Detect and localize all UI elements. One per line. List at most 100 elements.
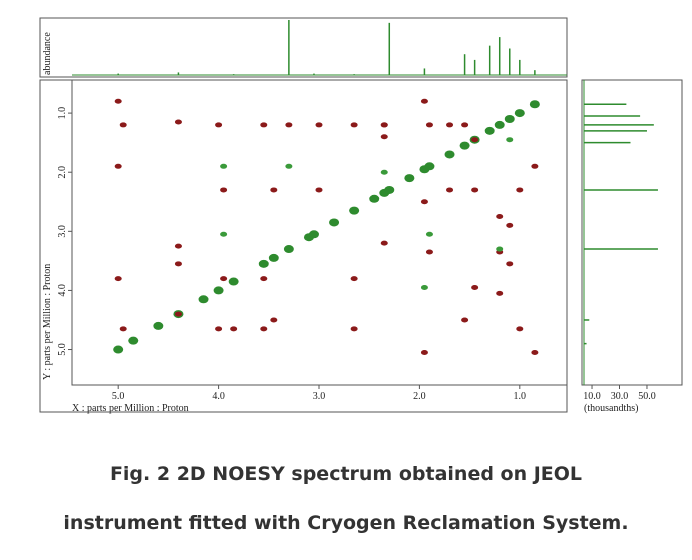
peak bbox=[506, 222, 514, 228]
peak bbox=[260, 122, 268, 128]
peak bbox=[174, 119, 182, 125]
peak bbox=[471, 187, 479, 193]
peak bbox=[424, 162, 435, 171]
peak bbox=[283, 245, 294, 254]
peak bbox=[220, 231, 228, 237]
peak bbox=[315, 187, 323, 193]
peak bbox=[215, 326, 223, 332]
peak bbox=[514, 109, 525, 118]
peak bbox=[461, 317, 469, 323]
x-tick-label: 10.0 bbox=[583, 391, 601, 402]
peak bbox=[420, 349, 428, 355]
peak bbox=[220, 276, 228, 282]
peak bbox=[471, 137, 479, 143]
peak bbox=[260, 326, 268, 332]
peak bbox=[230, 326, 238, 332]
peak bbox=[174, 261, 182, 267]
peak bbox=[119, 326, 127, 332]
peak bbox=[496, 290, 504, 296]
peak bbox=[114, 163, 122, 169]
peak bbox=[404, 174, 415, 183]
peak bbox=[504, 115, 515, 124]
peak bbox=[350, 326, 358, 332]
peak bbox=[285, 163, 293, 169]
peak bbox=[215, 122, 223, 128]
peak bbox=[350, 122, 358, 128]
peak bbox=[425, 122, 433, 128]
x-tick-label: 1.0 bbox=[514, 391, 527, 402]
x-tick-label: 50.0 bbox=[638, 391, 656, 402]
y-tick-label: 3.0 bbox=[57, 225, 68, 238]
right-plot-area bbox=[581, 79, 683, 386]
y-tick-label: 5.0 bbox=[57, 343, 68, 356]
peak bbox=[174, 243, 182, 249]
peak bbox=[174, 311, 182, 317]
peak bbox=[471, 284, 479, 290]
peak bbox=[380, 169, 388, 175]
peak bbox=[461, 122, 469, 128]
peak bbox=[270, 317, 278, 323]
peak bbox=[113, 345, 124, 354]
peak bbox=[270, 187, 278, 193]
top-frame bbox=[39, 17, 568, 78]
peak bbox=[459, 141, 470, 150]
peak bbox=[384, 185, 395, 194]
peak bbox=[420, 199, 428, 205]
x-tick-label: 2.0 bbox=[413, 391, 426, 402]
peak bbox=[380, 134, 388, 140]
y-tick-label: 4.0 bbox=[57, 284, 68, 297]
peak bbox=[484, 126, 495, 135]
peak bbox=[380, 240, 388, 246]
peak bbox=[308, 230, 319, 239]
peak bbox=[258, 259, 269, 268]
peak bbox=[114, 276, 122, 282]
peak bbox=[228, 277, 239, 286]
peak bbox=[446, 187, 454, 193]
y-axis-label: Y : parts per Million : Proton bbox=[42, 264, 53, 380]
peak bbox=[444, 150, 455, 159]
peak bbox=[315, 122, 323, 128]
peak bbox=[420, 98, 428, 104]
plot-area bbox=[71, 79, 568, 386]
peak bbox=[516, 326, 524, 332]
peak bbox=[198, 295, 209, 304]
peak bbox=[496, 246, 504, 252]
peak bbox=[425, 249, 433, 255]
right-axis-label: (thousandths) bbox=[584, 403, 638, 414]
caption-line: instrument fitted with Cryogen Reclamati… bbox=[63, 512, 628, 534]
peak bbox=[529, 100, 540, 109]
x-tick-label: 3.0 bbox=[313, 391, 326, 402]
peak bbox=[494, 120, 505, 129]
peak bbox=[220, 163, 228, 169]
peak bbox=[285, 122, 293, 128]
peak bbox=[260, 276, 268, 282]
peak bbox=[516, 187, 524, 193]
peak bbox=[531, 163, 539, 169]
caption-line: Fig. 2 2D NOESY spectrum obtained on JEO… bbox=[110, 463, 582, 485]
peak bbox=[213, 286, 224, 295]
peak bbox=[506, 261, 514, 267]
peak bbox=[506, 137, 514, 143]
abundance-label: abundance bbox=[42, 32, 53, 75]
peak bbox=[114, 98, 122, 104]
peak bbox=[153, 321, 164, 330]
peak bbox=[119, 122, 127, 128]
peak bbox=[420, 284, 428, 290]
x-tick-label: 4.0 bbox=[212, 391, 225, 402]
x-tick-label: 5.0 bbox=[112, 391, 125, 402]
peak bbox=[128, 336, 139, 345]
peak bbox=[446, 122, 454, 128]
peak bbox=[380, 122, 388, 128]
peak bbox=[350, 276, 358, 282]
x-tick-label: 30.0 bbox=[611, 391, 629, 402]
peak bbox=[349, 206, 360, 215]
peak bbox=[220, 187, 228, 193]
peak bbox=[369, 194, 380, 203]
y-tick-label: 2.0 bbox=[57, 166, 68, 179]
peak bbox=[425, 231, 433, 237]
y-tick-label: 1.0 bbox=[57, 107, 68, 120]
peak bbox=[329, 218, 340, 227]
peak bbox=[531, 349, 539, 355]
peak bbox=[268, 253, 279, 262]
